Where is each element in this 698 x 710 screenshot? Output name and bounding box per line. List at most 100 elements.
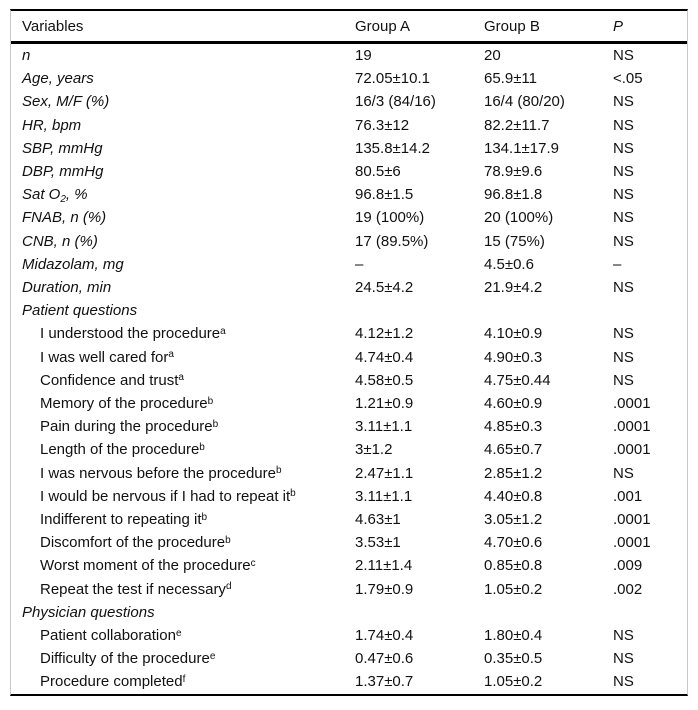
group-a-value: 1.79±0.9 [355,580,414,598]
header-group-b: Group B [484,11,613,44]
group-a-value: 1.37±0.7 [355,673,414,691]
group-a-value: 96.8±1.5 [355,186,414,204]
table-row: Difficulty of the proceduree 0.47±0.6 0.35… [11,647,687,670]
variable-label: n [22,47,31,64]
table-row: Midazolam, mg – 4.5±0.6 – [11,253,687,276]
p-value: NS [613,209,634,227]
p-value: NS [613,186,634,204]
table-row: Age, years 72.05±10.1 65.9±11 <.05 [11,67,687,90]
p-value: NS [613,47,634,64]
table-row: Worst moment of the procedurec 2.11±1.4 0.… [11,554,687,577]
group-b-value: 78.9±9.6 [484,163,543,181]
table-row: SBP, mmHg 135.8±14.2 134.1±17.9 NS [11,137,687,160]
group-b-value: 3.05±1.2 [484,511,543,529]
p-value: NS [613,232,634,250]
p-value: NS [613,348,634,366]
section-header-row: Patient questions [11,299,687,322]
group-a-value: 3.11±1.1 [355,487,413,505]
table-row: Patient collaboratione 1.74±0.4 1.80±0.4 NS [11,624,687,647]
group-a-value: 3.11±1.1 [355,418,413,436]
table-row: Memory of the procedureb 1.21±0.9 4.60±0.9… [11,392,687,415]
table-row: FNAB, n (%) 19 (100%) 20 (100%) NS [11,206,687,229]
p-value: .0001 [613,441,651,459]
group-b-value [484,299,613,322]
group-a-value: 76.3±12 [355,116,410,134]
footnote-marker: b [199,441,205,453]
variable-label: CNB, n (%) [22,232,98,250]
p-value: .0001 [613,511,651,529]
group-b-value: 15 (75%) [484,232,545,250]
group-a-value: 24.5±4.2 [355,279,414,297]
table-body: n 19 20 NS Age, years 72.05±10.1 65.9±11 <.05 Se… [11,43,687,694]
variable-label: Procedure completedf [40,673,186,691]
group-a-value: 19 (100%) [355,209,425,227]
group-b-value: 4.85±0.3 [484,418,543,436]
footnote-marker: b [207,395,214,407]
group-b-value: 21.9±4.2 [484,279,543,297]
table-row: Pain during the procedureb 3.11±1.1 4.85±0… [11,415,687,438]
group-b-value: 4.90±0.3 [484,348,543,366]
p-value: <.05 [613,70,643,88]
group-b-value: 20 (100%) [484,209,554,227]
variable-label: Patient collaboratione [40,627,182,645]
p-value: NS [613,371,634,389]
group-b-value: 1.05±0.2 [484,673,543,691]
group-a-value: 80.5±6 [355,163,401,181]
variable-label: FNAB, n (%) [22,209,107,227]
group-b-value: 0.35±0.5 [484,650,543,668]
variable-label: Pain during the procedureb [40,418,219,436]
table-header: Variables Group A Group B P [11,11,687,44]
p-value: .002 [613,580,643,598]
footnote-marker: d [225,581,232,593]
p-value: .009 [613,557,643,575]
p-value: NS [613,116,634,134]
table-row: I was nervous before the procedureb 2.47±… [11,462,687,485]
table-row: Repeat the test if necessaryd 1.79±0.9 1.0… [11,578,687,601]
group-a-value: 4.74±0.4 [355,348,414,366]
group-a-value: 3.53±1 [355,534,401,552]
variable-label: Indifferent to repeating itb [40,511,208,529]
table-row: Sat O2, % 96.8±1.5 96.8±1.8 NS [11,183,687,206]
p-value: – [613,255,622,273]
table-row: Procedure completedf 1.37±0.7 1.05±0.2 NS [11,670,687,693]
group-a-value: 2.47±1.1 [355,464,414,482]
variable-label: Memory of the procedureb [40,395,214,413]
group-a-value: 2.11±1.4 [355,557,413,575]
variable-label: I would be nervous if I had to repeat it… [40,487,296,505]
footnote-marker: a [220,325,226,337]
footnote-marker: a [178,372,184,384]
variable-label: Midazolam, mg [22,255,124,273]
group-a-value: 17 (89.5%) [355,232,429,250]
p-value: NS [613,464,634,482]
group-b-value: 4.40±0.8 [484,487,543,505]
footnote-marker: b [201,511,208,523]
variable-label: Worst moment of the procedurec [40,557,256,575]
p-value [613,601,687,624]
p-value: NS [613,163,634,181]
group-a-value: 1.74±0.4 [355,627,414,645]
group-b-value: 1.05±0.2 [484,580,543,598]
group-b-value: 4.5±0.6 [484,255,534,273]
footnote-marker: e [209,650,216,662]
header-variables: Variables [11,11,355,44]
variable-label: Difficulty of the proceduree [40,650,216,668]
p-value: NS [613,325,634,343]
group-a-value [355,601,484,624]
section-header-row: Physician questions [11,601,687,624]
group-b-value: 4.70±0.6 [484,534,543,552]
p-value: .001 [613,487,643,505]
group-a-value: 16/3 (84/16) [355,93,436,111]
group-comparison-table: Variables Group A Group B P n 19 20 NS Age, … [11,11,687,694]
group-a-value: 3±1.2 [355,441,393,459]
table-row: Indifferent to repeating itb 4.63±1 3.05±1… [11,508,687,531]
group-b-value: 4.10±0.9 [484,325,543,343]
group-a-value: 4.63±1 [355,511,401,529]
header-p-value: P [613,11,687,44]
p-value: NS [613,139,634,157]
variable-label: HR, bpm [22,116,82,134]
variable-label: I understood the procedurea [40,325,226,343]
variable-label: Repeat the test if necessaryd [40,580,232,598]
footnote-marker: f [182,673,186,685]
variable-label: Patient questions [22,302,138,320]
header-group-a: Group A [355,11,484,44]
